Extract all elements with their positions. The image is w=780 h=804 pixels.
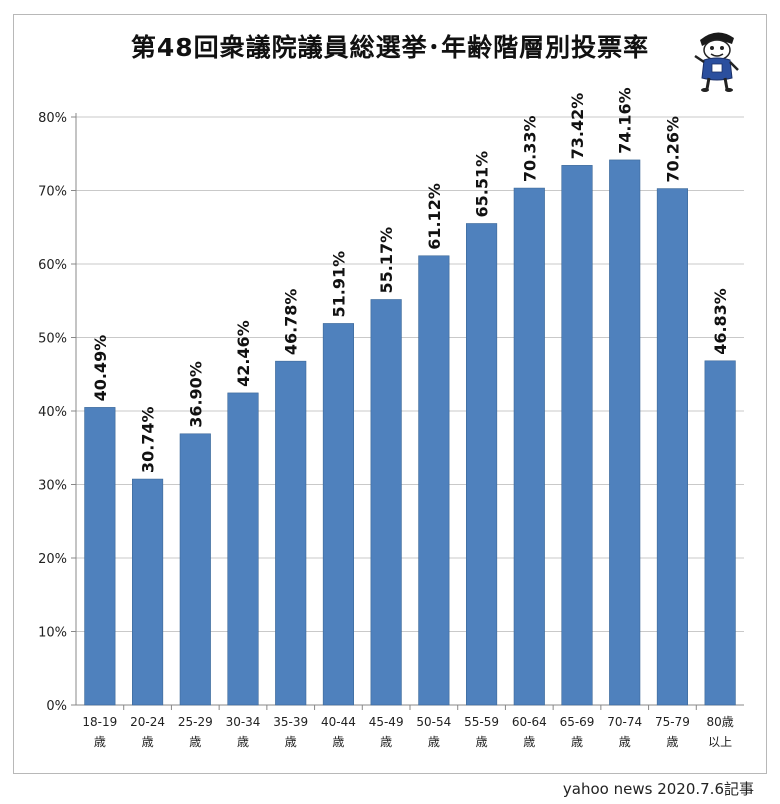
data-label: 40.49% (91, 335, 110, 402)
y-tick-label: 50% (38, 332, 67, 347)
cartoon-mascot-icon (692, 26, 742, 92)
x-tick-label: 50-54 (416, 715, 451, 729)
data-label: 36.90% (186, 361, 205, 428)
data-label: 65.51% (473, 151, 492, 218)
y-tick-label: 0% (46, 699, 67, 714)
x-tick-label: 60-64 (512, 715, 547, 729)
x-tick-label: 40-44 (321, 715, 356, 729)
bar (418, 255, 450, 706)
x-tick-label: 歳 (619, 735, 631, 749)
bar (370, 299, 402, 706)
x-tick-label: 歳 (142, 735, 154, 749)
bar (561, 165, 593, 706)
x-tick-label: 歳 (94, 735, 106, 749)
bar (132, 478, 164, 706)
data-label: 30.74% (139, 406, 158, 473)
x-tick-label: 35-39 (273, 715, 308, 729)
data-label: 70.33% (520, 115, 539, 182)
bar (704, 360, 736, 706)
x-tick-label: 歳 (285, 735, 297, 749)
x-tick-label: 20-24 (130, 715, 165, 729)
data-label: 74.16% (616, 87, 635, 154)
data-label: 73.42% (568, 93, 587, 160)
x-tick-label: 歳 (332, 735, 344, 749)
source-credit: yahoo news 2020.7.6記事 (562, 780, 754, 798)
bar (275, 360, 307, 706)
x-tick-label: 65-69 (560, 715, 595, 729)
chart-title: 第48回衆議院議員総選挙･年齢階層別投票率 (130, 33, 650, 62)
data-label: 46.83% (711, 288, 730, 355)
x-tick-label: 歳 (237, 735, 249, 749)
bar (322, 323, 354, 706)
data-label: 70.26% (663, 116, 682, 183)
bar (84, 407, 116, 706)
y-tick-label: 70% (38, 185, 67, 200)
bar (466, 223, 498, 706)
y-tick-label: 30% (38, 479, 67, 494)
x-tick-label: 歳 (523, 735, 535, 749)
x-tick-label: 歳 (380, 735, 392, 749)
y-tick-label: 20% (38, 552, 67, 567)
y-tick-label: 80% (38, 111, 67, 126)
data-label: 55.17% (377, 227, 396, 294)
x-tick-label: 歳 (189, 735, 201, 749)
x-tick-label: 18-19 (82, 715, 117, 729)
x-tick-label: 80歳 (707, 715, 734, 729)
x-tick-label: 歳 (476, 735, 488, 749)
bar (609, 159, 641, 706)
gridlines (76, 116, 744, 632)
data-label: 42.46% (234, 320, 253, 387)
x-tick-label: 30-34 (226, 715, 261, 729)
x-tick-label: 75-79 (655, 715, 690, 729)
data-label: 46.78% (282, 289, 301, 356)
bar (179, 433, 211, 706)
data-label: 51.91% (329, 251, 348, 318)
y-tick-label: 10% (38, 626, 67, 641)
x-tick-label: 以上 (708, 735, 732, 749)
x-tick-label: 歳 (428, 735, 440, 749)
y-tick-label: 40% (38, 405, 67, 420)
y-tick-label: 60% (38, 258, 67, 273)
x-tick-label: 45-49 (369, 715, 404, 729)
bars (84, 159, 736, 706)
x-tick-label: 55-59 (464, 715, 499, 729)
data-labels: 40.49% 30.74% 36.90% 42.46% 46.78% 51.91% 55.1… (91, 87, 730, 473)
y-tick-labels: 0% 10% 20% 30% 40% 50% 60% 70% 80% (38, 111, 67, 714)
data-label: 61.12% (425, 183, 444, 250)
bar (227, 392, 259, 706)
bar (513, 187, 545, 706)
x-tick-labels: 18-19 歳 20-24 歳 25-29 歳 30-34 歳 35-39 歳 40-44 歳 45-4… (82, 715, 733, 749)
bar (656, 188, 688, 706)
x-tick-label: 歳 (571, 735, 583, 749)
x-tick-label: 70-74 (607, 715, 642, 729)
x-tick-label: 歳 (666, 735, 678, 749)
x-tick-label: 25-29 (178, 715, 213, 729)
